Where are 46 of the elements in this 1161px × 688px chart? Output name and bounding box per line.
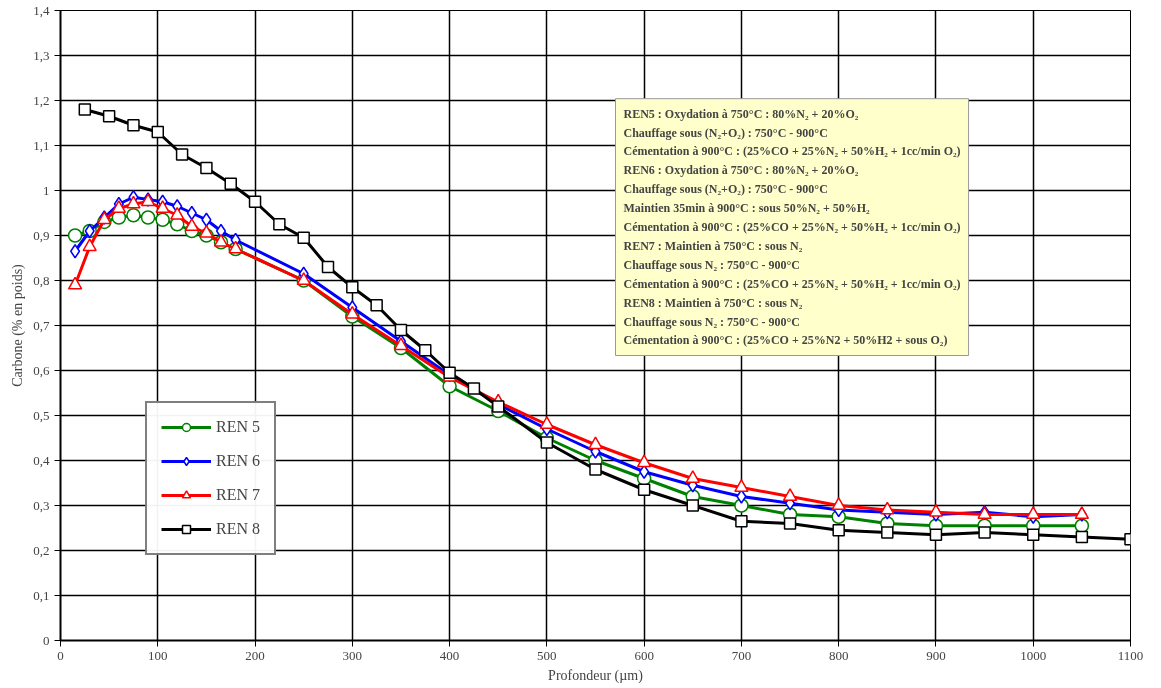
y-tick-label: 0,7 (33, 317, 50, 333)
x-tick-label: 1100 (1117, 647, 1144, 663)
y-tick-label: 1,4 (33, 2, 50, 18)
y-tick-label: 1,3 (33, 47, 50, 63)
y-tick-label: 0,6 (33, 362, 50, 378)
legend-label: REN 5 (216, 418, 260, 436)
annotation: Maintien 35min à 900°C : sous 50%N₂ + 50%H₂ (623, 201, 871, 216)
y-tick-label: 0,8 (33, 272, 50, 288)
y-tick-label: 0,5 (33, 407, 50, 423)
y-tick-label: 0,1 (33, 587, 50, 603)
annotation: Chauffage sous (N₂+O₂) : 750°C - 900°C (623, 125, 828, 140)
x-tick-label: 600 (634, 647, 654, 663)
annotation: REN7 : Maintien à 750°C : sous N₂ (623, 239, 803, 253)
annotation: REN6 : Oxydation à 750°C : 80%N₂ + 20%O₂ (623, 163, 859, 178)
legend-label: REN 7 (216, 486, 260, 504)
y-tick-label: 0,4 (33, 452, 50, 468)
x-tick-label: 800 (828, 647, 849, 663)
legend-label: REN 6 (216, 452, 260, 470)
y-tick-label: 1,2 (33, 92, 50, 108)
legend-label: REN 8 (216, 520, 260, 538)
y-tick-label: 1,1 (33, 137, 50, 153)
annotation: Cémentation à 900°C : (25%CO + 25%N₂ + 50%H₂ + 1cc/min O₂) (623, 276, 961, 291)
x-tick-label: 500 (537, 647, 557, 663)
y-tick-label: 0 (43, 632, 50, 648)
x-tick-label: 0 (57, 647, 64, 663)
x-tick-label: 200 (245, 647, 265, 663)
annotation: REN5 : Oxydation à 750°C : 80%N₂ + 20%O₂ (623, 106, 859, 121)
y-tick-label: 0,3 (33, 497, 50, 513)
x-tick-label: 700 (731, 647, 752, 663)
x-tick-label: 900 (926, 647, 946, 663)
annotation: REN8 : Maintien à 750°C : sous N₂ (623, 295, 803, 310)
annotation: Chauffage sous N₂ : 750°C - 900°C (623, 314, 801, 329)
x-tick-label: 300 (342, 647, 363, 663)
annotation: Chauffage sous (N₂+O₂) : 750°C - 900°C (623, 182, 828, 197)
x-tick-label: 400 (439, 647, 460, 663)
y-tick-label: 0,9 (33, 227, 50, 243)
y-tick-label: 1 (43, 182, 50, 198)
y-tick-label: 0,2 (33, 542, 50, 558)
annotation: Cémentation à 900°C : (25%CO + 25%N2 + 50%H2 + sous O₂) (623, 333, 948, 348)
y-axis-title: Carbone (% en poids) (10, 263, 27, 387)
annotation: Cémentation à 900°C : (25%CO + 25%N₂ + 50%H₂ + 1cc/min O₂) (623, 144, 961, 159)
x-axis-title: Profondeur (µm) (548, 667, 644, 684)
x-tick-label: 1000 (1020, 647, 1047, 663)
x-tick-label: 100 (148, 647, 168, 663)
annotation: Cémentation à 900°C : (25%CO + 25%N₂ + 50%H₂ + 1cc/min O₂) (623, 220, 961, 235)
annotation: Chauffage sous N₂ : 750°C - 900°C (623, 257, 801, 272)
